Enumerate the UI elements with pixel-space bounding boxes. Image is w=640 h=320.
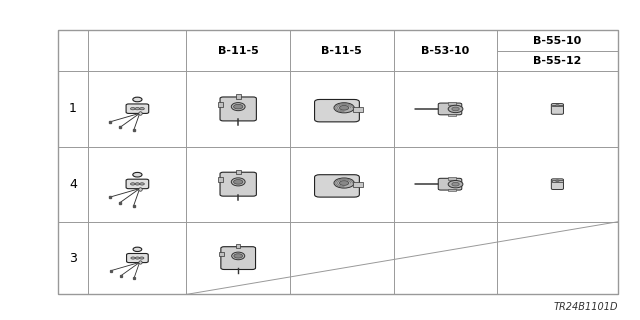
Bar <box>448 114 456 116</box>
Circle shape <box>556 105 559 107</box>
Circle shape <box>334 103 355 113</box>
Circle shape <box>140 183 144 185</box>
Bar <box>552 105 563 107</box>
Circle shape <box>131 257 135 259</box>
Circle shape <box>334 178 355 188</box>
Text: B-53-10: B-53-10 <box>421 46 470 56</box>
Bar <box>353 107 362 112</box>
Circle shape <box>135 183 140 185</box>
Bar <box>552 180 563 182</box>
Circle shape <box>339 106 349 110</box>
Text: B-55-10: B-55-10 <box>533 36 582 46</box>
Bar <box>218 102 223 107</box>
Bar <box>448 102 456 105</box>
Circle shape <box>556 180 559 182</box>
Ellipse shape <box>231 178 245 186</box>
FancyBboxPatch shape <box>438 178 462 190</box>
Text: B-11-5: B-11-5 <box>218 46 259 56</box>
Bar <box>448 189 456 191</box>
Bar <box>448 178 456 180</box>
Circle shape <box>131 108 135 110</box>
FancyBboxPatch shape <box>126 104 148 113</box>
Text: B-55-12: B-55-12 <box>533 56 582 66</box>
Text: 3: 3 <box>69 252 77 265</box>
Bar <box>353 182 362 187</box>
FancyBboxPatch shape <box>551 179 563 189</box>
Circle shape <box>234 104 243 109</box>
Circle shape <box>135 257 140 259</box>
Bar <box>236 170 241 174</box>
Bar <box>236 244 241 248</box>
Circle shape <box>234 180 243 184</box>
Circle shape <box>140 108 144 110</box>
Circle shape <box>448 180 463 188</box>
Bar <box>236 94 241 99</box>
Circle shape <box>452 107 460 111</box>
Circle shape <box>452 182 460 186</box>
Circle shape <box>234 254 243 258</box>
Circle shape <box>448 105 463 113</box>
FancyBboxPatch shape <box>127 253 148 263</box>
Circle shape <box>133 247 141 252</box>
Text: B-11-5: B-11-5 <box>321 46 362 56</box>
Text: 1: 1 <box>69 102 77 116</box>
Text: 4: 4 <box>69 178 77 191</box>
FancyBboxPatch shape <box>315 175 360 197</box>
Bar <box>58 30 618 294</box>
Text: TR24B1101D: TR24B1101D <box>553 302 618 312</box>
FancyBboxPatch shape <box>315 100 360 122</box>
FancyBboxPatch shape <box>438 103 462 115</box>
Circle shape <box>135 108 140 110</box>
FancyBboxPatch shape <box>551 104 563 114</box>
FancyBboxPatch shape <box>220 97 257 121</box>
FancyBboxPatch shape <box>126 179 148 189</box>
Bar <box>218 177 223 182</box>
Bar <box>219 252 224 256</box>
FancyBboxPatch shape <box>220 172 257 196</box>
Circle shape <box>140 257 144 259</box>
Circle shape <box>131 183 135 185</box>
Ellipse shape <box>232 252 244 260</box>
Circle shape <box>339 181 349 185</box>
Circle shape <box>132 172 142 177</box>
FancyBboxPatch shape <box>221 247 255 269</box>
Ellipse shape <box>231 103 245 111</box>
Circle shape <box>132 97 142 102</box>
